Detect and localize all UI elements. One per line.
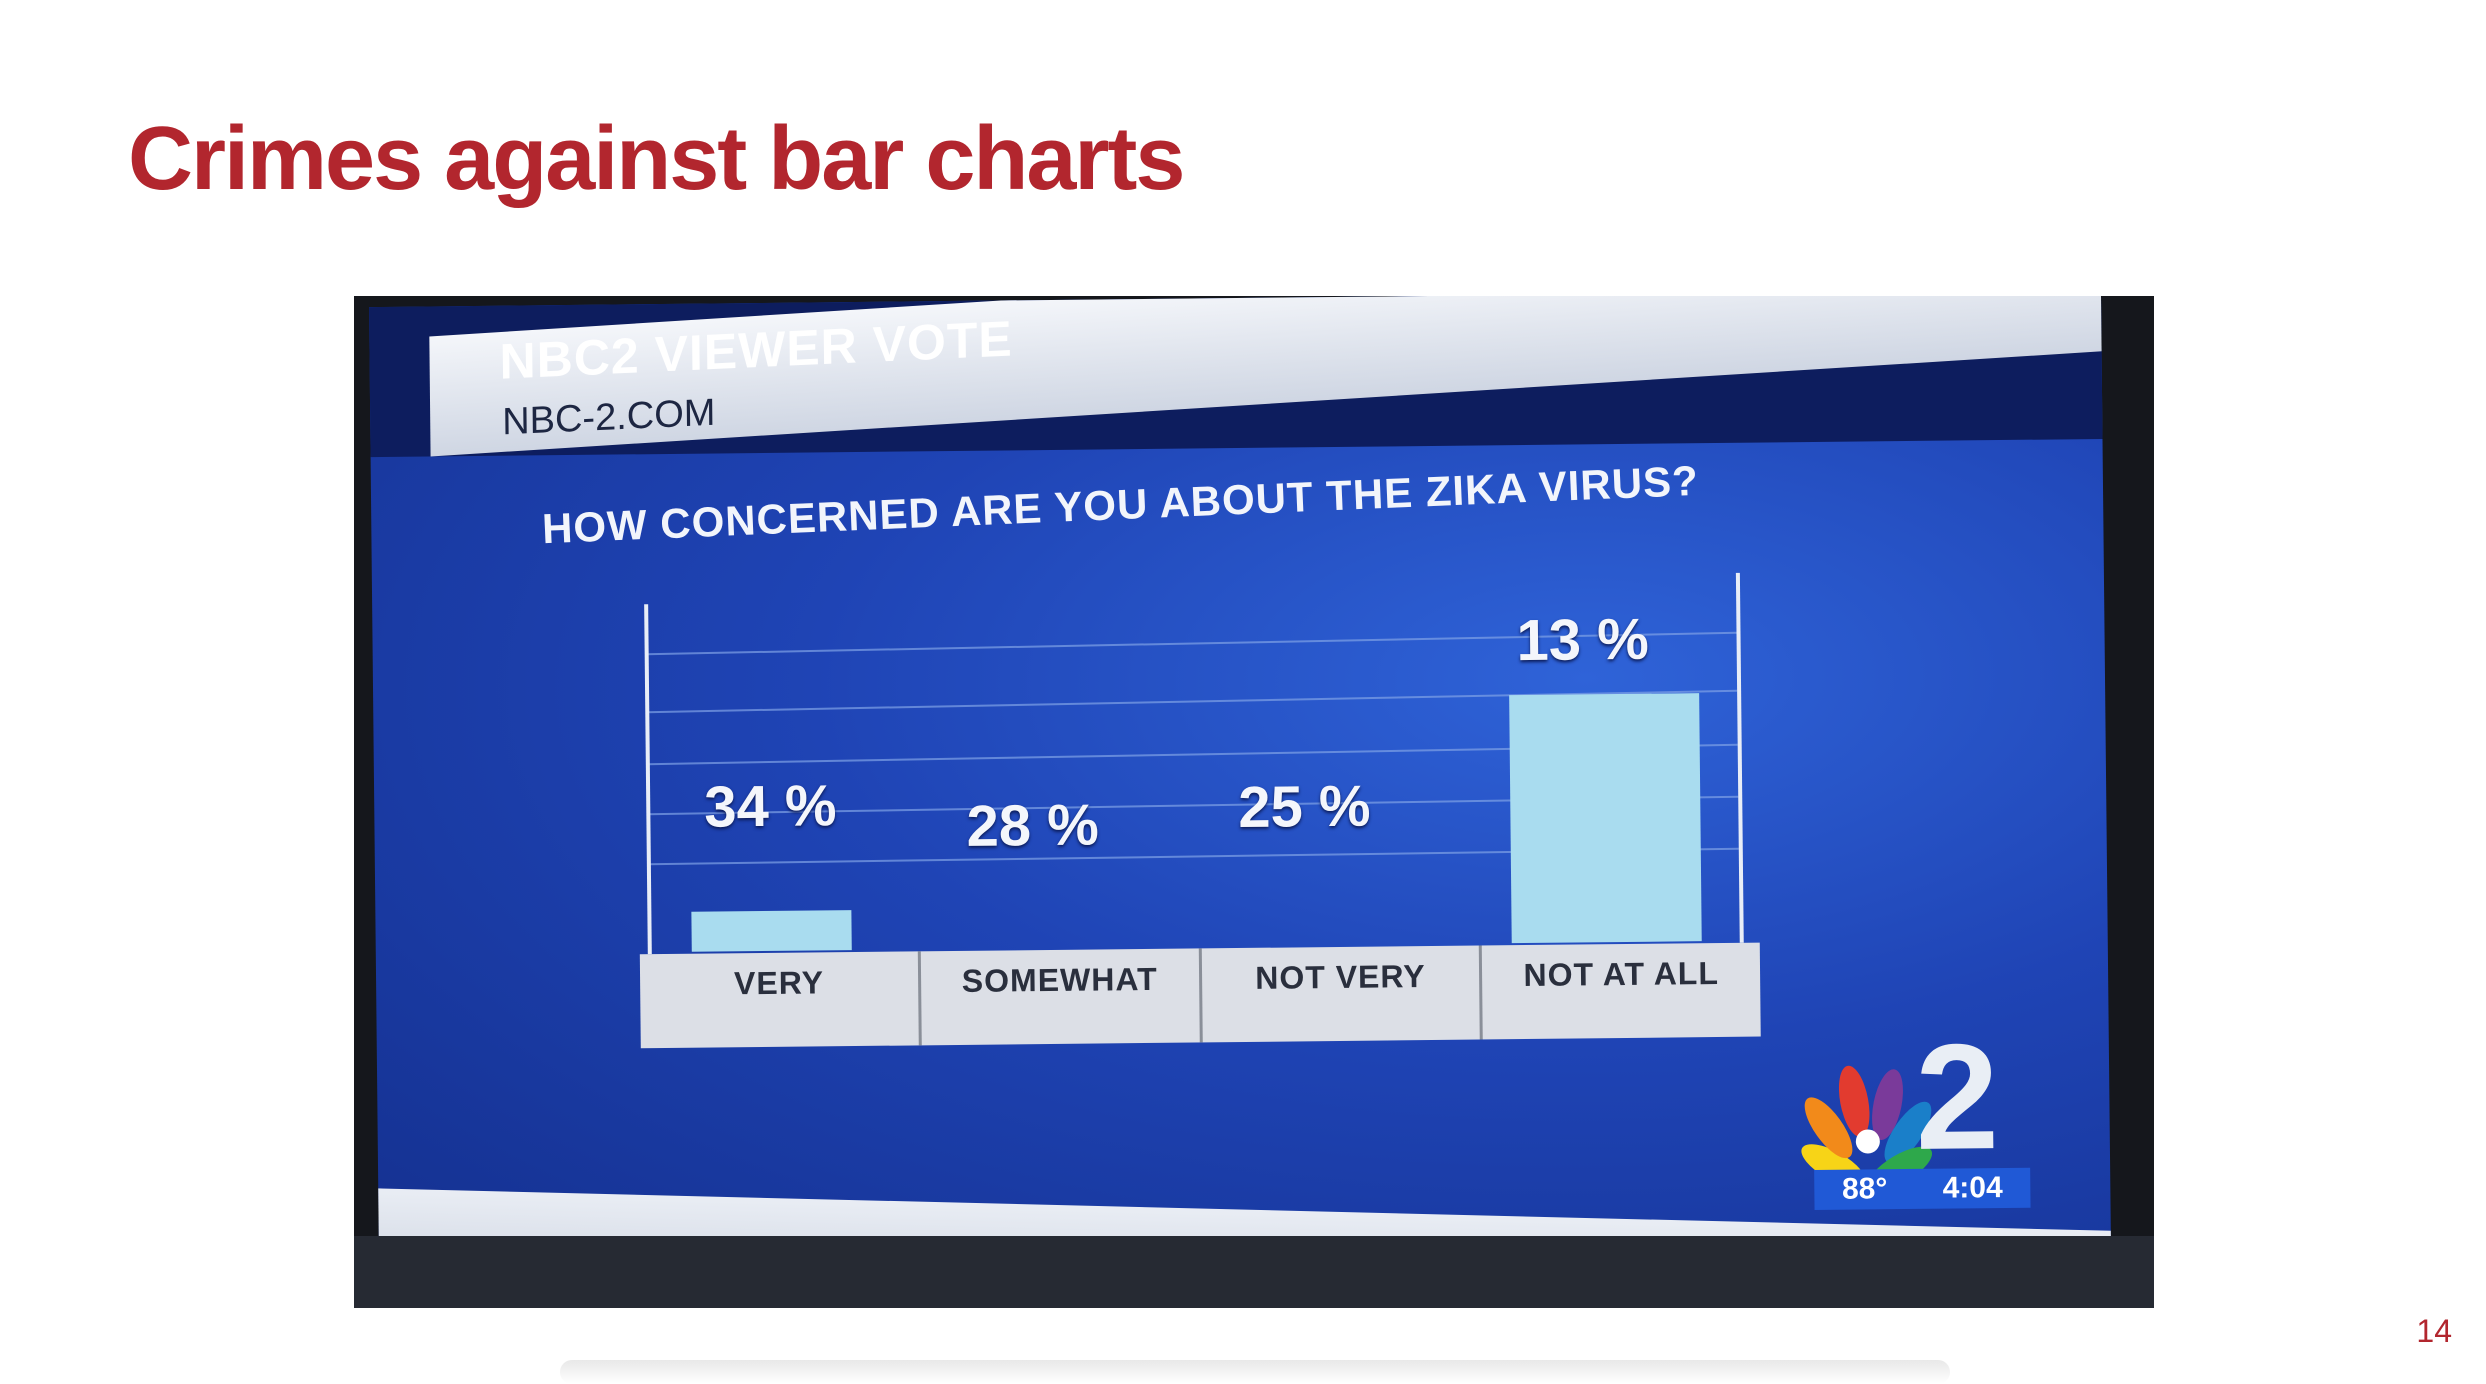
category-label-not-at-all: NOT AT ALL: [1523, 954, 1720, 994]
temperature-readout: 88°: [1841, 1172, 1888, 1206]
bars-group: [691, 693, 1702, 952]
category-row: VERY SOMEWHAT NOT VERY NOT AT ALL: [639, 942, 1761, 1049]
bar-chart: 34 % 28 % 25 % 13 % VERY SOMEWHAT NOT VERY …: [636, 572, 1761, 1049]
category-label-very: VERY: [639, 951, 922, 1049]
grid-line: [646, 631, 1737, 656]
tv-bezel: [354, 1236, 2154, 1308]
right-axis-line: [1735, 572, 1744, 943]
temperature-time-bug: 88° 4:04: [1814, 1167, 2031, 1211]
page-number: 14: [2416, 1313, 2452, 1349]
y-axis-line: [644, 604, 652, 955]
poll-question: HOW CONCERNED ARE YOU ABOUT THE ZIKA VIR…: [541, 456, 1700, 553]
data-label-not-very: 25 %: [1237, 773, 1371, 841]
photo-shadow: [560, 1360, 1950, 1384]
data-label-somewhat: 28 %: [966, 792, 1100, 859]
bar-not-at-all: [1509, 693, 1702, 944]
data-label-not-at-all: 13 %: [1516, 606, 1650, 674]
tv-screenshot-photo: NBC2 VIEWER VOTE NBC-2.COM HOW CONCERNED…: [354, 296, 2154, 1308]
tv-screen: NBC2 VIEWER VOTE NBC-2.COM HOW CONCERNED…: [369, 296, 2111, 1268]
slide-title: Crimes against bar charts: [128, 109, 1185, 209]
data-label-very: 34 %: [703, 773, 837, 840]
category-label-not-very: NOT VERY: [1201, 945, 1484, 1043]
bar-very: [691, 910, 852, 952]
grid-line: [647, 689, 1738, 714]
time-readout: 4:04: [1942, 1171, 2003, 1205]
logo-number: 2: [1914, 1030, 1999, 1181]
category-label-somewhat: SOMEWHAT: [920, 948, 1203, 1046]
chart-svg: [644, 572, 1744, 955]
